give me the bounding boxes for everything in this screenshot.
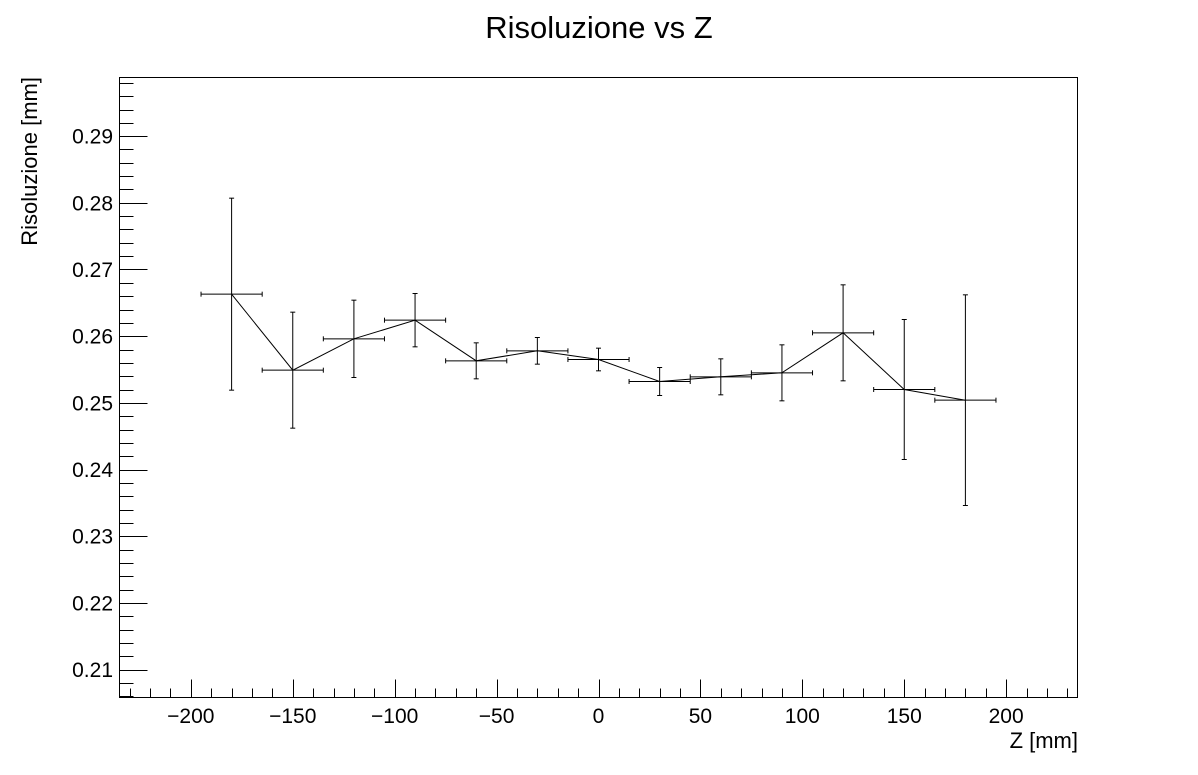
data-point [934,294,997,506]
data-point [812,284,875,382]
x-axis-label: Z [mm] [1010,728,1078,753]
data-point [445,342,508,380]
x-axis: −200 −150 −100 −50 0 50 100 150 200 [130,679,1068,728]
x-tick-label: 150 [887,705,922,728]
data-point [567,347,630,372]
y-tick-label: 0.28 [72,192,113,215]
x-tick-label: −150 [269,705,316,728]
y-tick-label: 0.22 [72,592,113,615]
x-tick-label: 0 [593,705,605,728]
data-point [873,319,936,460]
data-point [261,311,324,429]
plot-frame [119,77,1078,698]
series-line [231,293,966,401]
data-point [322,299,385,378]
y-axis: 0.21 0.22 0.23 0.24 0.25 0.26 0.27 0.28 0.29 [72,83,148,697]
y-tick-label: 0.26 [72,326,113,349]
y-tick-label: 0.24 [72,459,113,482]
x-tick-label: 100 [785,705,820,728]
data-series [200,197,997,506]
x-tick-label: 200 [989,705,1024,728]
y-tick-label: 0.25 [72,392,113,415]
data-point [750,344,814,402]
x-tick-label: −50 [479,705,515,728]
data-point [506,337,569,365]
data-point [383,293,447,348]
y-axis-label: Risoluzione [mm] [17,77,42,246]
y-tick-label: 0.29 [72,126,113,149]
chart-title: Risoluzione vs Z [485,10,712,45]
data-point [200,197,263,391]
data-point [689,358,752,396]
y-tick-label: 0.21 [72,659,113,682]
x-tick-label: 50 [689,705,712,728]
data-point [628,367,691,396]
x-tick-label: −100 [371,705,418,728]
y-tick-label: 0.27 [72,259,113,282]
x-tick-label: −200 [167,705,214,728]
y-tick-label: 0.23 [72,526,113,549]
